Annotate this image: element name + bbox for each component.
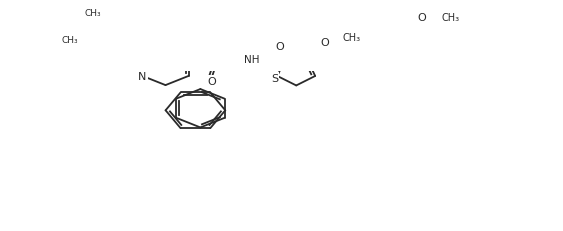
Text: CH₃: CH₃	[441, 13, 460, 23]
Text: S: S	[271, 74, 278, 84]
Text: NH: NH	[244, 55, 259, 65]
Text: O: O	[320, 38, 329, 48]
Text: O: O	[276, 41, 284, 51]
Text: CH₃: CH₃	[84, 9, 101, 18]
Text: O: O	[417, 13, 426, 23]
Text: CH₃: CH₃	[62, 36, 78, 45]
Text: CH₃: CH₃	[343, 33, 361, 43]
Text: O: O	[207, 77, 216, 87]
Text: N: N	[138, 72, 146, 82]
